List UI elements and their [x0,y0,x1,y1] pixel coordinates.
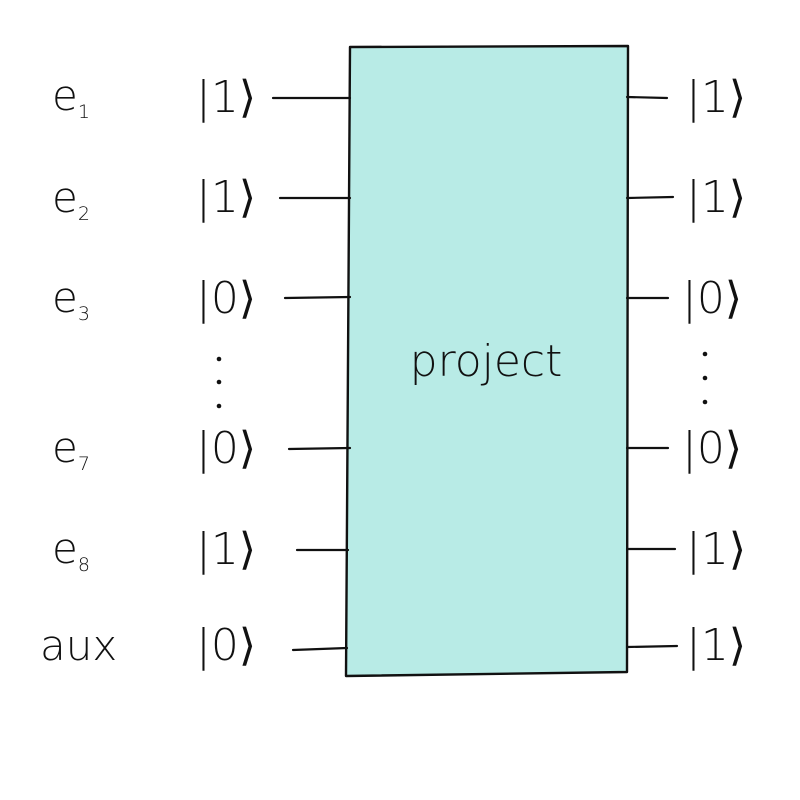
register-subscript: 3 [78,303,90,325]
register-label: aux [40,621,117,670]
qubit-row-e3: e3 |0⟩ |0⟩ [52,273,742,325]
ellipsis-dot-left [216,379,222,385]
register-subscript: 2 [78,203,90,225]
output-wire [625,644,679,649]
input-ket: |0⟩ [196,423,256,474]
input-ket: |1⟩ [196,72,256,123]
svg-text:e1: e1 [52,71,90,123]
svg-text:e2: e2 [52,173,90,225]
output-ket: |0⟩ [682,273,742,324]
qubit-row-e7: e7 |0⟩ |0⟩ [52,423,742,475]
ellipsis-dot-right [702,399,708,405]
ellipsis-dot-right [702,351,708,357]
qubit-row-aux: aux |0⟩ |1⟩ [40,620,746,671]
input-wire [287,446,352,451]
qubit-row-e8: e8 |1⟩ |1⟩ [52,524,746,576]
input-wire [283,295,352,300]
svg-text:e3: e3 [52,273,90,325]
register-subscript: 7 [78,453,90,475]
svg-text:e7: e7 [52,423,90,475]
input-ket: |0⟩ [196,620,256,671]
register-subscript: 8 [78,554,90,576]
svg-text:e8: e8 [52,524,90,576]
ellipsis-dot-left [216,356,222,362]
project-gate [344,44,630,678]
qubit-row-e1: e1 |1⟩ |1⟩ [52,71,746,123]
output-ket: |1⟩ [686,620,746,671]
output-ket: |1⟩ [686,172,746,223]
ellipsis-dot-right [702,375,708,381]
register-label: e [52,524,78,573]
output-ket: |0⟩ [682,423,742,474]
output-wire [625,95,669,100]
input-wire [291,646,349,652]
gate-label: project [410,336,563,387]
ellipsis-dot-left [216,403,222,409]
register-label: e [52,71,78,120]
input-ket: |1⟩ [196,172,256,223]
register-label: e [52,173,78,222]
input-ket: |1⟩ [196,524,256,575]
register-label: e [52,423,78,472]
output-wire [625,195,675,200]
register-subscript: 1 [78,101,90,123]
output-ket: |1⟩ [686,524,746,575]
qubit-row-e2: e2 |1⟩ |1⟩ [52,172,746,225]
input-ket: |0⟩ [196,273,256,324]
output-ket: |1⟩ [686,72,746,123]
register-label: e [52,273,78,322]
